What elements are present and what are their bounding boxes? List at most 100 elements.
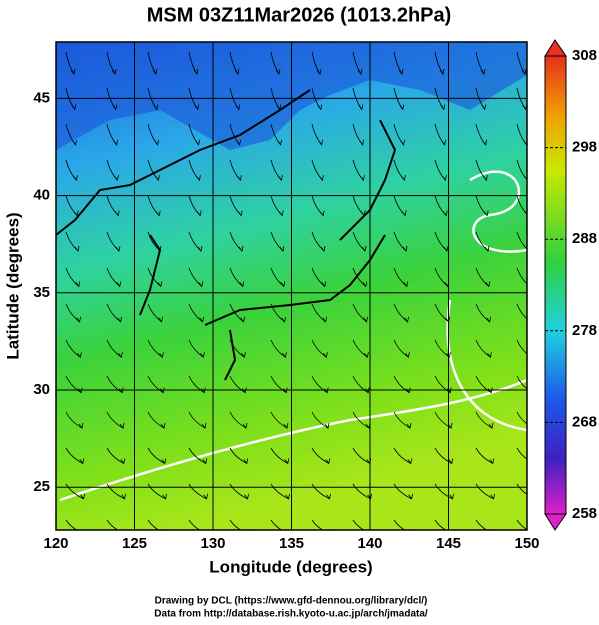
arrow-head <box>237 175 242 182</box>
streamline <box>434 303 449 323</box>
streamline <box>106 303 121 323</box>
arrow-head <box>441 139 446 146</box>
arrow-head <box>70 68 76 75</box>
streamline <box>475 339 491 358</box>
arrow-head <box>401 210 407 217</box>
colorbar-tick-label: 308 <box>572 47 597 64</box>
streamline <box>352 483 371 500</box>
arrow-head <box>77 352 82 359</box>
arrow-head <box>439 68 445 75</box>
streamline <box>188 519 201 530</box>
streamline <box>475 303 490 323</box>
arrow-head <box>238 245 244 252</box>
streamline <box>65 411 83 429</box>
arrow-head <box>197 245 203 252</box>
streamline <box>516 231 527 250</box>
arrow-head <box>524 175 527 181</box>
arrow-head <box>202 458 208 465</box>
streamline <box>516 519 527 530</box>
arrow-head <box>532 494 536 499</box>
arrow-head <box>162 493 167 500</box>
streamline <box>434 411 452 429</box>
arrow-head <box>360 210 366 217</box>
streamline <box>352 339 368 358</box>
arrow-head <box>529 388 533 393</box>
arrow-head <box>320 245 326 252</box>
streamline <box>270 483 289 500</box>
arrow-head <box>113 139 118 146</box>
streamline <box>65 375 82 393</box>
streamline <box>188 303 203 323</box>
arrow-head <box>319 175 324 182</box>
arrow-head <box>483 210 489 217</box>
arrow-head <box>235 104 241 111</box>
arrow-head <box>278 210 284 217</box>
streamline <box>516 303 527 320</box>
arrow-head <box>201 422 207 429</box>
arrow-head <box>112 104 118 111</box>
streamline <box>147 303 162 323</box>
colorbar-under <box>544 513 567 531</box>
arrow-head <box>446 352 451 359</box>
arrow-head <box>161 458 167 465</box>
arrow-head <box>278 175 283 182</box>
arrow-head <box>448 458 454 465</box>
arrow-head <box>367 493 372 500</box>
streamline <box>106 411 124 429</box>
arrow-head <box>119 422 125 429</box>
streamline <box>188 447 206 464</box>
arrow-head <box>80 493 85 500</box>
arrow-head <box>482 139 487 146</box>
colorbar-tick-label: 288 <box>572 230 597 247</box>
arrow-head <box>73 210 79 217</box>
arrow-head <box>282 352 287 359</box>
streamline <box>147 411 165 429</box>
arrow-head <box>196 210 202 217</box>
arrow-head <box>487 352 492 359</box>
arrow-head <box>489 458 495 465</box>
arrow-head <box>357 68 363 75</box>
streamline <box>188 483 207 500</box>
streamline <box>516 267 527 285</box>
arrow-head <box>114 210 120 217</box>
credit: Drawing by DCL (https://www.gfd-dennou.o… <box>155 596 428 607</box>
y-tick-label: 30 <box>33 381 50 398</box>
streamline <box>229 339 245 358</box>
arrow-head <box>111 68 117 75</box>
arrow-head <box>155 175 160 182</box>
arrow-head <box>194 104 200 111</box>
colorbar-tick-label: 298 <box>572 139 597 156</box>
arrow-head <box>160 422 166 429</box>
arrow-head <box>528 317 532 322</box>
coastline <box>56 89 397 381</box>
arrow-head <box>239 281 245 288</box>
streamline <box>311 411 329 429</box>
streamline <box>311 303 326 323</box>
streamline <box>270 375 287 393</box>
x-tick-label: 140 <box>357 535 382 552</box>
arrow-head <box>193 68 199 75</box>
arrow-head <box>195 139 200 146</box>
arrow-head <box>323 352 328 359</box>
arrow-head <box>154 139 159 146</box>
arrow-head <box>158 316 163 323</box>
arrow-head <box>121 493 126 500</box>
streamline <box>311 519 324 530</box>
arrow-head <box>118 352 123 359</box>
arrow-head <box>440 104 446 111</box>
credit: Data from http://database.rish.kyoto-u.a… <box>154 609 428 620</box>
arrow-head <box>403 281 409 288</box>
x-tick-label: 125 <box>122 535 147 552</box>
arrow-head <box>277 139 282 146</box>
arrow-head <box>359 139 364 146</box>
arrow-head <box>279 245 285 252</box>
x-axis-label: Longitude (degrees) <box>209 557 372 576</box>
arrow-head <box>531 458 535 463</box>
streamline <box>270 303 285 323</box>
streamline <box>352 375 369 393</box>
arrow-head <box>203 493 208 500</box>
arrow-head <box>408 493 413 500</box>
arrow-head <box>488 422 494 429</box>
streamline <box>311 375 328 393</box>
